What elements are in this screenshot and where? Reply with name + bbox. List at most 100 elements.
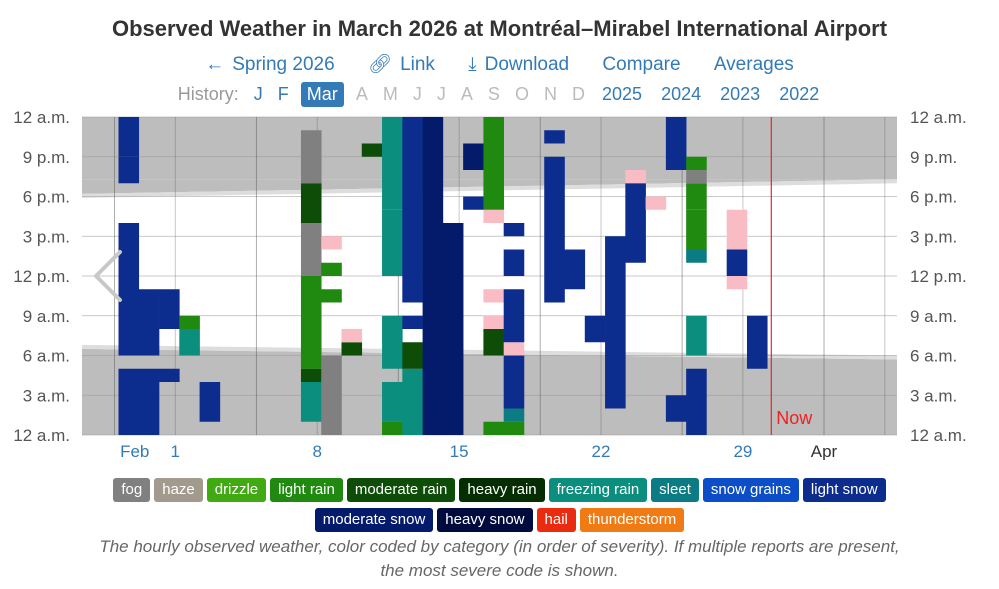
legend-item-snow-grains: snow grains — [702, 478, 799, 502]
weather-cell-light-rain — [503, 421, 525, 435]
y-tick-label-left: 3 a.m. — [23, 386, 70, 405]
now-label: Now — [776, 408, 813, 428]
legend-item-moderate-rain: moderate rain — [346, 478, 456, 502]
x-tick-label: Feb — [120, 442, 149, 460]
legend-item-drizzle: drizzle — [206, 478, 267, 502]
weather-cell-freezing-rain — [382, 315, 403, 369]
weather-cell-fog — [321, 408, 342, 435]
link-label: Link — [400, 54, 435, 75]
weather-cell-light-rain — [686, 156, 707, 170]
weather-cell-light-rain — [686, 183, 707, 210]
weather-cell-freezing-rain — [179, 329, 200, 356]
weather-cell-sleet — [503, 408, 525, 422]
history-month-feb[interactable]: F — [277, 84, 289, 104]
weather-cell-moderate-rain — [402, 342, 423, 369]
weather-cell-pink — [625, 170, 646, 184]
weather-cell-pink — [321, 236, 342, 250]
history-month-sep: S — [487, 84, 500, 104]
weather-cell-light-snow — [686, 368, 707, 435]
weather-cell-pink — [483, 289, 504, 303]
now-marker: Now — [770, 117, 813, 435]
y-tick-label-right: 12 p.m. — [910, 267, 967, 286]
weather-cell-freezing-rain — [382, 117, 403, 210]
weather-cell-light-snow — [402, 117, 423, 303]
weather-cell-light-rain — [300, 276, 322, 369]
history-month-jan[interactable]: J — [253, 84, 263, 104]
caption-line-2: the most severe code is shown. — [380, 561, 619, 580]
y-tick-label-right: 12 a.m. — [910, 426, 967, 445]
weather-cell-light-snow — [605, 236, 626, 250]
history-year-2022[interactable]: 2022 — [779, 84, 820, 104]
weather-cell-light-snow — [503, 355, 525, 409]
weather-cell-light-rain — [321, 262, 342, 276]
weather-cell-pink — [341, 329, 363, 343]
weather-cell-light-rain — [382, 421, 403, 435]
y-tick-label-left: 6 p.m. — [23, 188, 70, 207]
x-axis-labels: Feb 1 8 15 22 29 Apr — [120, 442, 838, 460]
x-tick-label: Apr — [811, 442, 838, 460]
weather-cell-light-rain — [179, 315, 200, 329]
weather-cell-moderate-rain — [483, 329, 504, 356]
history-month-apr: A — [355, 84, 368, 104]
history-label: History: — [177, 84, 239, 104]
weather-cell-light-snow — [138, 368, 160, 435]
legend-item-heavy-rain: heavy rain — [459, 478, 545, 502]
weather-cell-light-snow — [503, 223, 525, 237]
y-tick-label-right: 3 p.m. — [910, 227, 957, 246]
averages-link[interactable]: Averages — [713, 54, 794, 75]
y-tick-label-left: 3 p.m. — [23, 227, 70, 246]
history-year-2025[interactable]: 2025 — [602, 84, 643, 104]
history-month-oct: O — [514, 84, 529, 104]
legend-item-haze: haze — [154, 478, 203, 502]
history-nav: History: J F Mar A M J J A S O N D 2025 … — [0, 82, 999, 107]
y-axis-labels: 12 a.m. 12 a.m. 3 a.m. 3 a.m. 6 a.m. 6 a.m. 9 … — [13, 108, 966, 445]
weather-cell-freezing-rain — [382, 382, 403, 422]
weather-cell-light-snow — [544, 156, 565, 303]
weather-cell-moderate-rain — [361, 143, 383, 157]
weather-cell-sleet — [686, 249, 707, 263]
weather-heatmap: Now 12 a.m. 12 a.m. 3 a.m. 3 a.m. 6 a.m. 6 a.… — [13, 108, 966, 460]
weather-cell-light-snow — [503, 249, 525, 276]
weather-cell-pink — [483, 315, 504, 329]
caption-line-1: The hourly observed weather, color coded… — [99, 537, 900, 556]
compare-link[interactable]: Compare — [602, 54, 681, 75]
x-tick-label: 1 — [171, 442, 180, 460]
history-month-mar[interactable]: Mar — [300, 82, 344, 107]
weather-cell-pink — [503, 342, 525, 356]
history-month-jun: J — [412, 84, 422, 104]
y-tick-label-right: 12 a.m. — [910, 108, 967, 127]
y-tick-label-right: 6 p.m. — [910, 188, 957, 207]
prev-arrow-icon[interactable] — [94, 250, 122, 302]
weather-cell-fog — [300, 130, 322, 184]
link-button[interactable]: 🔗︎ Link — [368, 52, 435, 76]
weather-cell-moderate-rain — [300, 183, 322, 223]
weather-cell-light-snow — [118, 117, 140, 157]
weather-cell-moderate-snow — [442, 223, 464, 435]
weather-cell-fog — [321, 355, 342, 409]
spring-link[interactable]: ← Spring 2026 — [205, 54, 334, 76]
y-tick-label-left: 12 a.m. — [13, 426, 70, 445]
y-tick-label-left: 12 p.m. — [13, 267, 70, 286]
history-year-2023[interactable]: 2023 — [720, 84, 761, 104]
weather-cell-light-snow — [665, 395, 687, 422]
chart-caption: The hourly observed weather, color coded… — [0, 535, 999, 583]
download-button[interactable]: ⤓ Download — [468, 54, 569, 76]
y-tick-label-right: 9 p.m. — [910, 148, 957, 167]
weather-cell-freezing-rain — [382, 209, 403, 276]
weather-cell-light-rain — [321, 289, 342, 303]
weather-cell-light-snow — [564, 249, 586, 290]
weather-cell-light-snow — [746, 315, 768, 369]
weather-cell-light-snow — [665, 117, 687, 170]
weather-cell-light-snow — [159, 289, 180, 329]
weather-cell-fog — [300, 223, 322, 276]
legend-item-light-snow: light snow — [802, 478, 886, 502]
link-icon: 🔗︎ — [367, 54, 393, 75]
legend-item-thunderstorm: thunderstorm — [579, 508, 685, 532]
history-year-2024[interactable]: 2024 — [661, 84, 702, 104]
nav-bar: ← Spring 2026 🔗︎ Link ⤓ Download Compare Av… — [0, 52, 999, 76]
weather-cell-light-snow — [625, 223, 646, 263]
weather-cell-light-snow — [138, 289, 160, 356]
x-tick-label: 22 — [592, 442, 611, 460]
history-month-dec: D — [572, 84, 585, 104]
x-tick-label: 15 — [450, 442, 469, 460]
